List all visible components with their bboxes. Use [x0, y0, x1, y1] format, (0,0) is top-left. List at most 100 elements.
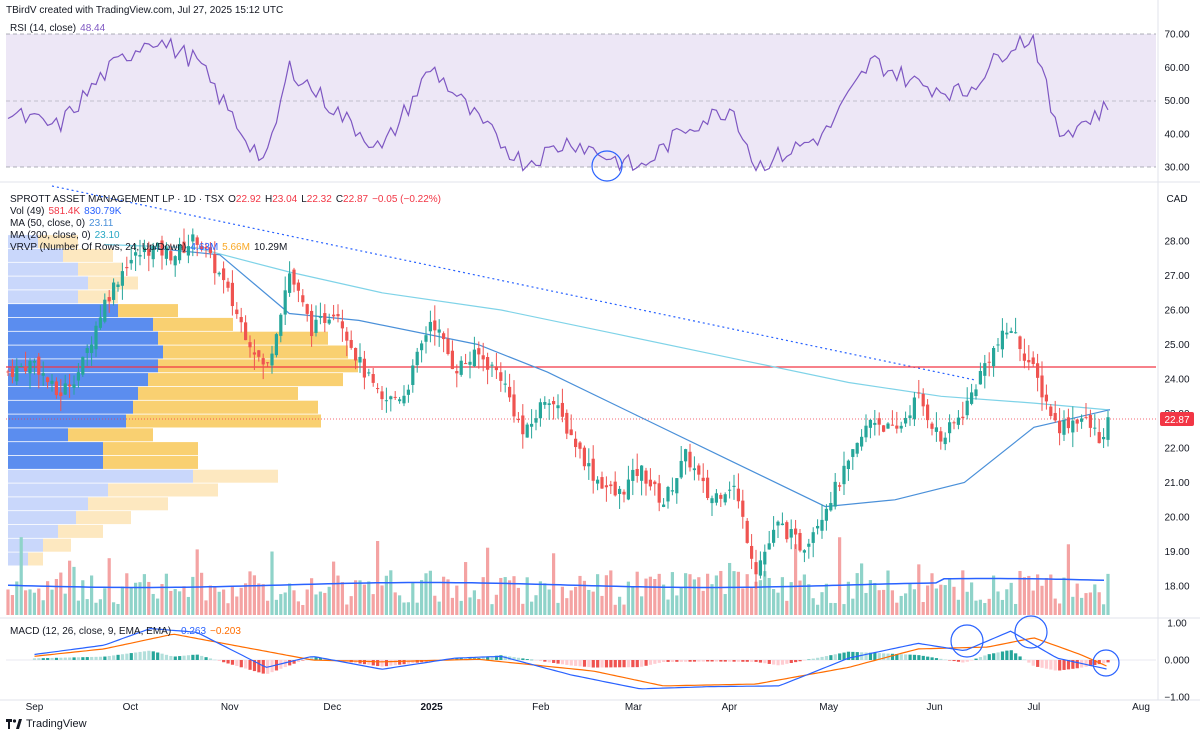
macd-histogram-bar: [983, 655, 987, 660]
candle-body: [195, 237, 199, 245]
tradingview-brand[interactable]: TradingView: [6, 718, 87, 730]
time-axis-label: Nov: [221, 702, 239, 713]
macd-histogram-bar: [81, 657, 85, 660]
macd-histogram-bar: [807, 659, 811, 661]
candle-body: [433, 320, 437, 331]
macd-histogram-bar: [758, 660, 763, 663]
candle-body: [129, 259, 133, 264]
macd-histogram-bar: [46, 658, 50, 660]
macd-histogram-bar: [635, 660, 639, 668]
volume-bar: [547, 589, 551, 615]
volume-bar: [349, 596, 353, 615]
volume-bar: [970, 582, 974, 615]
volume-profile-down-bar: [103, 442, 198, 456]
macd-histogram-bar: [648, 660, 653, 665]
volume-bar: [824, 583, 828, 615]
macd-histogram-bar: [1093, 660, 1097, 665]
macd-circle-2: [1014, 615, 1048, 649]
volume-bar: [512, 576, 516, 615]
volume-bar: [415, 602, 419, 615]
macd-histogram-bar: [569, 660, 573, 666]
candle-body: [710, 498, 714, 504]
low-label: L: [301, 194, 307, 205]
volume-profile-down-bar: [158, 331, 328, 345]
macd-histogram-bar: [169, 655, 173, 660]
candle-body: [208, 247, 212, 253]
macd-histogram-bar: [63, 657, 67, 660]
tradingview-label: TradingView: [26, 718, 87, 730]
volume-bar: [72, 566, 76, 615]
macd-histogram-bar: [741, 660, 745, 662]
candle-body: [842, 465, 846, 485]
volume-bar: [1071, 596, 1075, 615]
candle-body: [406, 389, 410, 395]
volume-bar: [257, 583, 261, 615]
macd-histogram-bar: [301, 660, 305, 661]
macd-histogram-bar: [1027, 660, 1031, 663]
candle-body: [384, 400, 388, 402]
macd-histogram-bar: [367, 660, 371, 665]
volume-bar: [943, 585, 947, 615]
candle-body: [402, 395, 406, 404]
macd-histogram-bar: [860, 652, 864, 660]
low-value: 22.32: [306, 194, 332, 205]
vol-ma-value: 830.79K: [84, 206, 122, 217]
candle-body: [1097, 432, 1101, 444]
volume-bar: [169, 590, 173, 615]
volume-bar: [76, 600, 80, 615]
volume-bar: [1080, 597, 1084, 615]
volume-bar: [32, 592, 36, 615]
candle-body: [1062, 420, 1066, 435]
candle-body: [723, 494, 727, 503]
volume-bar: [684, 573, 688, 615]
price-axis-tick: 18.00: [1164, 582, 1189, 593]
volume-bar: [310, 578, 314, 615]
volume-profile-down-bar: [153, 317, 233, 331]
macd-histogram-bar: [186, 655, 191, 660]
volume-bar: [90, 575, 94, 615]
volume-bar: [622, 604, 626, 615]
macd-histogram-bar: [1075, 660, 1079, 669]
volume-bar: [807, 584, 811, 615]
candle-body: [327, 319, 331, 324]
last-price-tag: [1160, 412, 1194, 426]
candle-body: [675, 478, 679, 494]
candle-body: [1088, 415, 1092, 428]
volume-bar: [670, 572, 674, 615]
macd-histogram-bar: [371, 660, 375, 666]
macd-histogram-bar: [1044, 660, 1049, 669]
candle-body: [138, 254, 142, 257]
candle-body: [556, 405, 560, 409]
time-axis-label: Oct: [123, 702, 139, 713]
candle-body: [279, 314, 283, 336]
volume-profile-down-bar: [68, 428, 153, 442]
volume-profile-down-bar: [103, 455, 198, 469]
macd-histogram-bar: [244, 660, 248, 669]
macd-histogram-bar: [596, 660, 600, 668]
candle-body: [895, 425, 899, 429]
macd-histogram-bar: [851, 651, 855, 660]
volume-bar: [996, 591, 1000, 615]
candle-body: [178, 244, 182, 261]
candle-body: [992, 347, 996, 367]
macd-histogram-bar: [521, 658, 525, 660]
volume-profile-up-bar: [8, 235, 38, 249]
candle-body: [283, 290, 287, 315]
vrvp-down-value: 5.66M: [222, 242, 250, 253]
high-value: 23.04: [272, 194, 298, 205]
candle-body: [899, 425, 903, 429]
candle-body: [415, 351, 419, 366]
volume-bar: [459, 600, 463, 615]
candle-body: [1005, 332, 1009, 335]
candle-body: [1084, 417, 1088, 419]
volume-profile-up-bar: [8, 552, 28, 566]
candle-body: [714, 493, 718, 503]
time-axis-label: Sep: [26, 702, 44, 713]
volume-bar: [609, 570, 613, 615]
volume-bar: [50, 589, 54, 615]
candle-body: [917, 392, 921, 394]
macd-histogram-bar: [90, 656, 94, 660]
macd-histogram-bar: [283, 660, 287, 668]
volume-bar: [103, 588, 107, 615]
macd-histogram-bar: [226, 660, 230, 664]
